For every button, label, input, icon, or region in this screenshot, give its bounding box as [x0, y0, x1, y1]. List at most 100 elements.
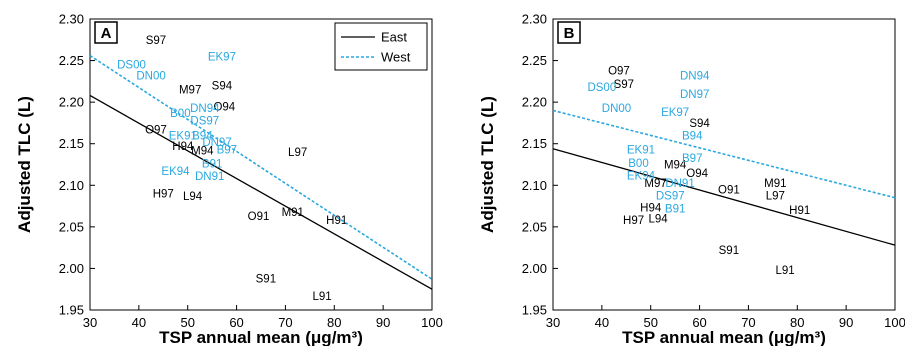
point-label: H94	[172, 141, 194, 153]
point-label: O94	[686, 168, 708, 180]
point-label: B00	[628, 158, 648, 170]
point-label: M94	[191, 145, 214, 157]
point-label: S94	[689, 118, 710, 130]
point-label: H97	[153, 189, 174, 201]
y-tick-label: 1.95	[59, 303, 84, 318]
point-label: S91	[719, 245, 739, 257]
point-label: L97	[766, 190, 785, 202]
legend-box	[334, 22, 428, 71]
point-label: H94	[640, 203, 662, 215]
chart-panel-a: 30 40 50 60 70 80 90 100 1.95 2.00 2.05 2.10 2.15 2.2…	[15, 12, 443, 346]
panel-letter: B	[564, 25, 575, 42]
y-tick-label: 2.15	[522, 136, 547, 151]
point-label: L94	[183, 191, 203, 203]
point-label: H97	[623, 215, 644, 227]
x-tick-label: 100	[421, 315, 443, 330]
point-label: M91	[764, 178, 786, 190]
x-tick-label: 30	[83, 315, 97, 330]
y-tick-label: 2.00	[59, 261, 84, 276]
point-label: S91	[256, 273, 276, 285]
y-tick-label: 2.20	[522, 95, 547, 110]
point-label: O91	[718, 184, 740, 196]
point-label: M91	[282, 207, 304, 219]
x-tick-label: 60	[229, 315, 243, 330]
x-tick-label: 90	[376, 315, 390, 330]
point-label: DS00	[117, 60, 146, 72]
chart-panel-b: 30 40 50 60 70 80 90 100 1.95 2.00 2.05 2.10 2.15 2.2…	[478, 12, 905, 346]
point-label: H91	[326, 215, 347, 227]
series-line-west	[552, 109, 896, 199]
y-tick-label: 2.20	[59, 95, 84, 110]
y-tick-label: 2.05	[59, 219, 84, 234]
point-label: O91	[248, 211, 270, 223]
point-label: DN00	[136, 71, 165, 83]
x-axis-title: TSP annual mean (μg/m³)	[159, 328, 363, 346]
x-axis-title: TSP annual mean (μg/m³)	[622, 328, 826, 346]
x-tick-label: 70	[278, 315, 292, 330]
point-label: S94	[212, 81, 233, 93]
point-label: M97	[179, 85, 201, 97]
point-label: DN91	[665, 178, 694, 190]
y-axis-title: Adjusted TLC (L)	[15, 96, 34, 233]
y-tick-label: 1.95	[522, 303, 547, 318]
y-axis-title: Adjusted TLC (L)	[478, 96, 497, 233]
point-label: O97	[608, 66, 630, 78]
x-tick-label: 30	[546, 315, 560, 330]
point-label: L94	[648, 214, 668, 226]
point-label: M94	[664, 160, 687, 172]
point-label: S97	[614, 79, 634, 91]
x-tick-label: 80	[790, 315, 804, 330]
point-label: L91	[312, 291, 331, 303]
y-tick-label: 2.10	[522, 178, 547, 193]
point-label: B94	[682, 130, 703, 142]
x-tick-label: 50	[643, 315, 657, 330]
panel-letter: A	[101, 25, 112, 42]
series-line-west	[89, 54, 433, 280]
point-label: DN00	[602, 103, 631, 115]
panel-letter-box	[557, 21, 581, 44]
y-tick-label: 2.10	[59, 178, 84, 193]
x-tick-label: 100	[884, 315, 905, 330]
point-label: B00	[170, 108, 190, 120]
point-label: DS97	[190, 115, 219, 127]
y-tick-label: 2.30	[59, 12, 84, 27]
y-tick-label: 2.25	[59, 53, 84, 68]
plot-frame	[552, 18, 896, 311]
point-label: EK91	[169, 130, 197, 142]
x-tick-label: 50	[180, 315, 194, 330]
y-tick-label: 2.00	[522, 261, 547, 276]
point-label: B97	[217, 145, 237, 157]
x-tick-label: 90	[839, 315, 853, 330]
point-label: DN97	[202, 137, 231, 149]
y-tick-label: 2.25	[522, 53, 547, 68]
point-label: DS97	[656, 190, 685, 202]
series-line-east	[89, 94, 433, 290]
point-label: L97	[288, 147, 307, 159]
x-tick-label: 70	[741, 315, 755, 330]
point-label: DN94	[680, 71, 710, 83]
point-label: O97	[145, 125, 167, 137]
point-label: M97	[644, 178, 666, 190]
point-label: DN94	[190, 103, 220, 115]
point-label: EK91	[627, 145, 655, 157]
legend-label: East	[381, 30, 407, 45]
point-label: B91	[202, 159, 222, 171]
point-label: EK97	[208, 51, 236, 63]
point-label: EK94	[627, 170, 656, 182]
y-tick-label: 2.15	[59, 136, 84, 151]
point-label: B97	[682, 153, 702, 165]
point-label: EK97	[661, 107, 689, 119]
point-label: S97	[146, 35, 166, 47]
plot-frame	[89, 18, 433, 311]
point-label: O94	[213, 101, 235, 113]
point-label: B91	[665, 204, 685, 216]
point-label: DN97	[680, 89, 709, 101]
x-tick-label: 80	[327, 315, 341, 330]
y-tick-label: 2.30	[522, 12, 547, 27]
point-label: EK94	[161, 166, 190, 178]
legend-label: West	[381, 50, 411, 65]
y-tick-label: 2.05	[522, 219, 547, 234]
legend: East West	[334, 22, 428, 71]
x-tick-label: 40	[595, 315, 609, 330]
